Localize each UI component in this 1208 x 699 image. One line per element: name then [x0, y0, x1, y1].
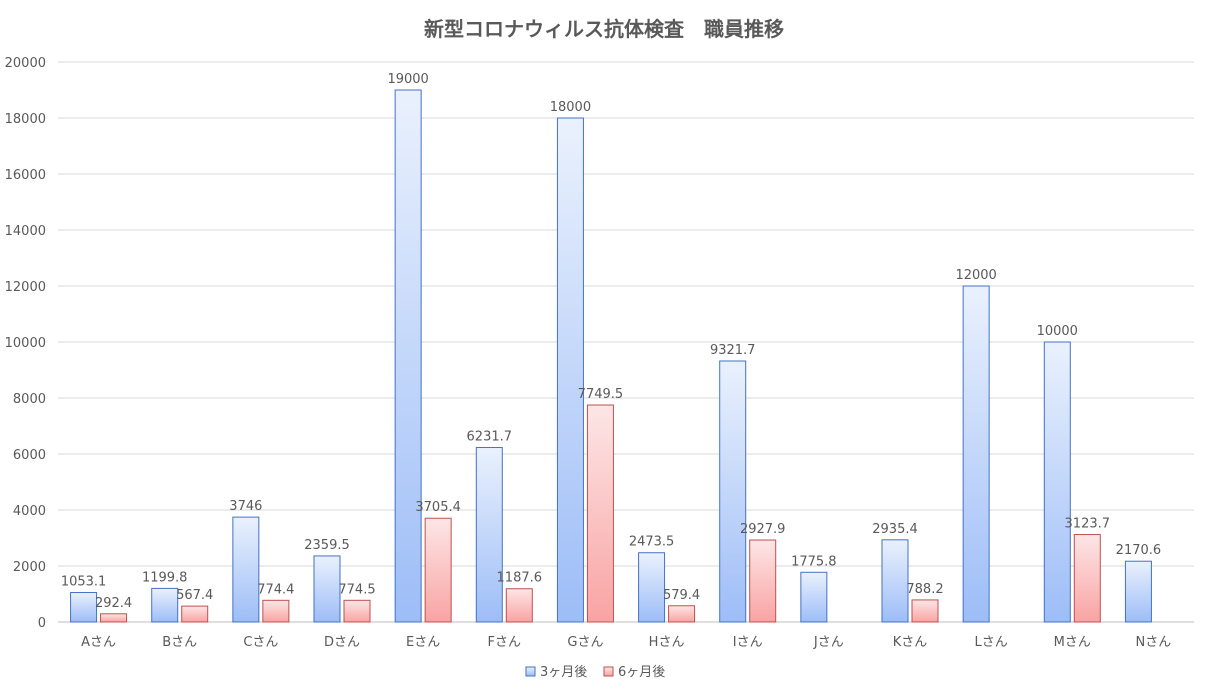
data-label: 1199.8	[142, 570, 188, 585]
data-label: 12000	[955, 268, 996, 283]
data-label: 774.5	[338, 582, 375, 597]
bar-series2	[586, 404, 614, 623]
bar-series1	[313, 555, 341, 623]
data-label: 1775.8	[791, 554, 837, 569]
x-tick-label: Dさん	[324, 635, 360, 650]
bar-series1	[800, 571, 828, 623]
data-label: 19000	[387, 72, 428, 87]
bar-series1	[1124, 560, 1152, 623]
data-label: 18000	[550, 100, 591, 115]
y-axis-ticks: 0 2000 4000 6000 8000 10000 12000 14000 16000 180…	[5, 56, 46, 631]
bar-series2	[668, 605, 696, 623]
y-tick-label: 0	[38, 616, 46, 631]
y-tick-label: 2000	[13, 560, 46, 575]
data-label: 9321.7	[710, 343, 756, 358]
x-tick-label: Lさん	[975, 635, 1008, 650]
data-label: 2927.9	[740, 522, 786, 537]
data-label: 788.2	[906, 582, 943, 597]
legend-swatch	[603, 666, 614, 677]
y-tick-label: 18000	[5, 112, 46, 127]
y-tick-label: 12000	[5, 280, 46, 295]
bar-series1	[394, 89, 422, 623]
bar-series2	[1073, 534, 1101, 623]
bar-series2	[749, 539, 777, 623]
x-tick-label: Iさん	[733, 635, 763, 650]
data-label: 292.4	[95, 596, 132, 611]
bar-series1	[556, 117, 584, 623]
x-tick-label: Nさん	[1136, 635, 1172, 650]
bar-series2	[911, 599, 939, 623]
data-label: 7749.5	[578, 387, 624, 402]
bar-series1	[1043, 341, 1071, 623]
data-label: 3705.4	[415, 500, 461, 515]
x-tick-label: Gさん	[567, 635, 603, 650]
bars	[70, 89, 1152, 623]
legend: 3ヶ月後 6ヶ月後	[525, 665, 665, 680]
x-tick-label: Hさん	[649, 635, 685, 650]
bar-series2	[100, 613, 128, 623]
data-label: 6231.7	[467, 430, 513, 445]
legend-swatch	[525, 666, 536, 677]
bar-series2	[343, 599, 371, 623]
x-tick-label: Jさん	[813, 635, 844, 650]
data-label: 2473.5	[629, 535, 675, 550]
x-tick-label: Cさん	[243, 635, 278, 650]
x-tick-label: Kさん	[893, 635, 928, 650]
data-label: 2359.5	[304, 538, 350, 553]
bar-series1	[638, 552, 666, 623]
bar-series1	[232, 516, 260, 623]
data-label: 567.4	[176, 588, 213, 603]
bar-series1	[962, 285, 990, 623]
data-label: 3123.7	[1065, 517, 1111, 532]
data-labels: 1053.1 292.4 1199.8 567.4 3746 774.4 2359.5 774…	[61, 72, 1161, 611]
x-tick-label: Bさん	[162, 635, 197, 650]
data-label: 774.4	[257, 582, 294, 597]
data-label: 1053.1	[61, 575, 107, 590]
chart-title: 新型コロナウィルス抗体検査 職員推移	[424, 17, 784, 41]
data-label: 10000	[1037, 324, 1078, 339]
data-label: 1187.6	[497, 571, 543, 586]
y-tick-label: 4000	[13, 504, 46, 519]
x-tick-label: Mさん	[1054, 635, 1091, 650]
legend-label: 3ヶ月後	[540, 665, 587, 680]
bar-series1	[719, 360, 747, 623]
y-tick-label: 10000	[5, 336, 46, 351]
data-label: 3746	[229, 499, 262, 514]
data-label: 579.4	[663, 588, 700, 603]
y-tick-label: 8000	[13, 392, 46, 407]
data-label: 2170.6	[1116, 543, 1162, 558]
y-tick-label: 16000	[5, 168, 46, 183]
bar-series1	[475, 447, 503, 623]
bar-series2	[181, 605, 209, 623]
y-tick-label: 14000	[5, 224, 46, 239]
x-tick-label: Eさん	[406, 635, 440, 650]
x-axis-ticks: Aさん Bさん Cさん Dさん Eさん Fさん Gさん Hさん Iさん Jさん Kさん Lさん Mさん N…	[81, 635, 1171, 650]
y-tick-label: 6000	[13, 448, 46, 463]
bar-series1	[881, 539, 909, 623]
y-tick-label: 20000	[5, 56, 46, 71]
bar-series1	[151, 587, 179, 623]
bar-series1	[70, 592, 98, 623]
x-tick-label: Fさん	[488, 635, 521, 650]
x-tick-label: Aさん	[81, 635, 116, 650]
bar-series2	[424, 517, 452, 623]
legend-label: 6ヶ月後	[618, 665, 665, 680]
bar-series2	[505, 588, 533, 623]
bar-series2	[262, 599, 290, 623]
data-label: 2935.4	[872, 522, 918, 537]
gridlines	[58, 61, 1194, 623]
